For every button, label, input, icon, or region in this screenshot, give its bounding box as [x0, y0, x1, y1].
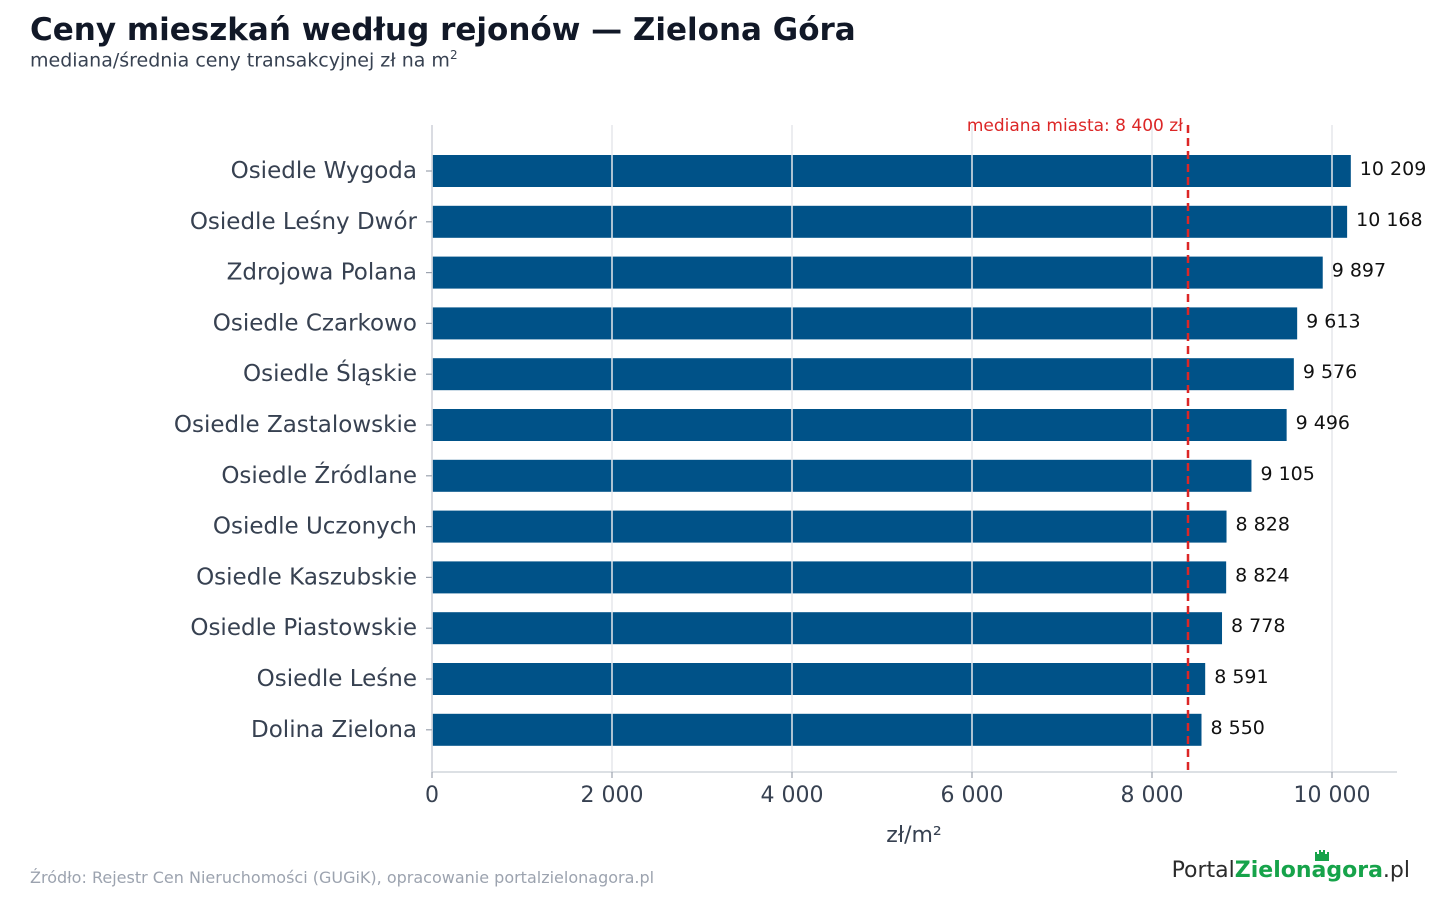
value-label: 9 105 — [1260, 463, 1314, 485]
logo-part-pl: .pl — [1382, 858, 1410, 883]
castle-icon — [1314, 850, 1329, 861]
chart-subtitle: mediana/średnia ceny transakcyjnej zł na… — [30, 48, 458, 71]
value-label: 9 576 — [1303, 361, 1357, 383]
x-tick-label: 4 000 — [761, 783, 824, 808]
bar — [432, 409, 1287, 441]
logo-part-zielonagora: Zielonagora — [1234, 858, 1383, 883]
category-label: Osiedle Śląskie — [243, 359, 417, 387]
x-tick-label: 10 000 — [1294, 783, 1371, 808]
value-label: 10 209 — [1360, 158, 1426, 180]
bar — [432, 612, 1223, 645]
value-label: 9 897 — [1332, 260, 1386, 282]
logo-part-portal: Portal — [1171, 858, 1235, 883]
chart-title: Ceny mieszkań według rejonów — Zielona G… — [30, 12, 856, 48]
bar — [432, 205, 1348, 238]
x-tick-label: 0 — [425, 783, 439, 808]
bar — [432, 663, 1206, 695]
category-label: Dolina Zielona — [251, 717, 417, 743]
source-note: Źródło: Rejestr Cen Nieruchomości (GUGiK… — [30, 868, 655, 887]
bar — [432, 155, 1351, 187]
x-axis-title: zł/m² — [886, 823, 941, 848]
subtitle-superscript: 2 — [449, 48, 458, 62]
median-label: mediana miasta: 8 400 zł — [967, 116, 1183, 136]
bar — [432, 713, 1202, 746]
value-label: 8 591 — [1214, 666, 1268, 688]
bar — [432, 561, 1227, 594]
value-label: 8 828 — [1236, 514, 1290, 536]
bar — [432, 459, 1252, 492]
bar-chart: Osiedle Wygoda Osiedle Leśny Dwór Zdrojowa… — [174, 116, 1426, 848]
subtitle-text: mediana/średnia ceny transakcyjnej zł na… — [30, 49, 450, 72]
category-label: Osiedle Zastalowskie — [174, 412, 417, 438]
value-label: 10 168 — [1356, 209, 1422, 231]
value-label: 8 778 — [1231, 615, 1285, 637]
category-label: Osiedle Uczonych — [213, 514, 417, 540]
x-tick-label: 8 000 — [1121, 783, 1184, 808]
value-label: 9 613 — [1306, 310, 1360, 332]
category-label: Osiedle Piastowskie — [190, 615, 417, 641]
portal-logo: PortalZielonagora.pl — [1171, 850, 1410, 883]
category-label: Osiedle Źródlane — [221, 461, 417, 489]
bar — [432, 256, 1323, 289]
category-label: Osiedle Leśne — [257, 666, 417, 692]
category-label: Zdrojowa Polana — [227, 260, 417, 286]
bar — [432, 358, 1294, 391]
category-label: Osiedle Wygoda — [231, 158, 417, 184]
value-label: 8 550 — [1211, 717, 1265, 739]
value-label: 9 496 — [1296, 412, 1350, 434]
value-label: 8 824 — [1235, 564, 1289, 586]
bar — [432, 307, 1298, 340]
x-tick-label: 6 000 — [941, 783, 1004, 808]
category-label: Osiedle Leśny Dwór — [190, 209, 418, 235]
bar — [432, 510, 1227, 543]
category-label: Osiedle Kaszubskie — [196, 564, 417, 590]
category-label: Osiedle Czarkowo — [213, 310, 417, 336]
x-tick-label: 2 000 — [581, 783, 644, 808]
